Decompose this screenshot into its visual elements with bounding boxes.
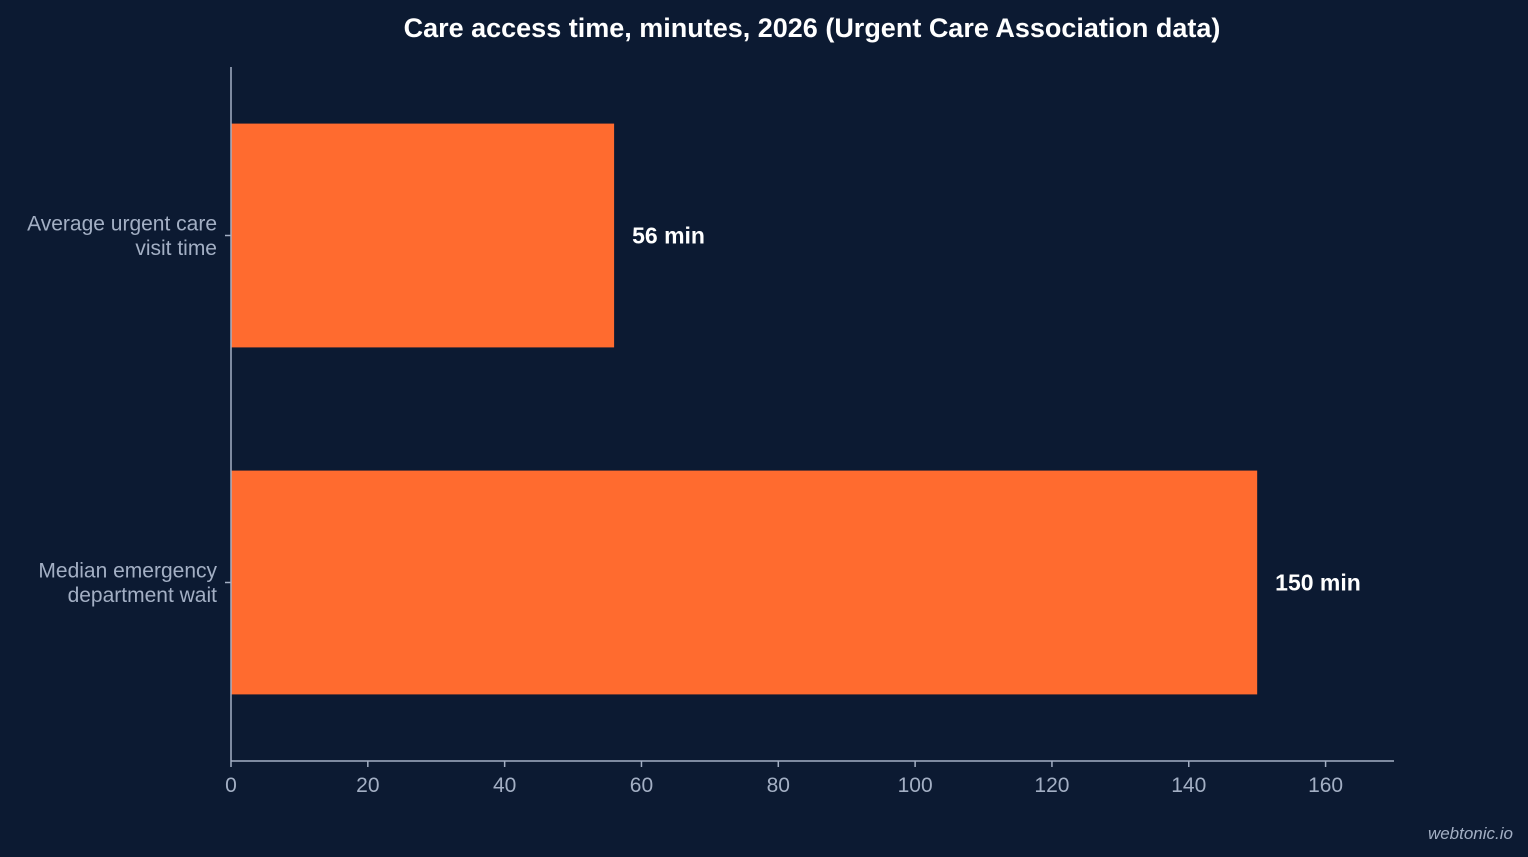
x-tick-label-0: 0 — [225, 774, 237, 797]
labels-layer: 56 min Average urgent care visit time 150 m… — [27, 212, 1361, 607]
x-tick-label-1: 20 — [356, 774, 379, 797]
value-label-0: 56 min — [632, 223, 705, 249]
x-tick-label-7: 140 — [1171, 774, 1206, 797]
x-tick-label-8: 160 — [1308, 774, 1343, 797]
x-tick-label-5: 100 — [898, 774, 933, 797]
bar-1 — [231, 470, 1258, 695]
category-label-0: Average urgent care visit time — [27, 212, 217, 260]
x-ticks-layer: 0 20 40 60 80 100 120 140 160 — [225, 234, 1343, 797]
category-label-line: visit time — [135, 237, 217, 260]
value-label-1: 150 min — [1275, 570, 1361, 596]
category-label-line: Median emergency — [38, 559, 217, 582]
bars-layer — [231, 123, 1258, 695]
category-label-1: Median emergency department wait — [38, 559, 217, 607]
x-tick-label-6: 120 — [1034, 774, 1069, 797]
x-tick-label-3: 60 — [630, 774, 653, 797]
chart-title: Care access time, minutes, 2026 (Urgent … — [404, 13, 1221, 43]
bar-0 — [231, 123, 615, 348]
category-label-line: department wait — [68, 584, 218, 607]
credit-text: webtonic.io — [1428, 824, 1513, 843]
x-tick-label-2: 40 — [493, 774, 516, 797]
category-label-line: Average urgent care — [27, 212, 217, 235]
x-tick-label-4: 80 — [767, 774, 790, 797]
